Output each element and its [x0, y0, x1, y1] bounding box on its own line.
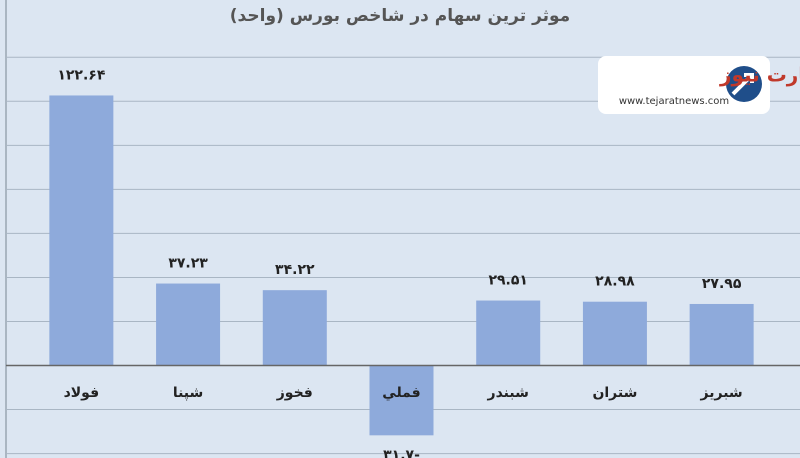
bar — [262, 290, 327, 366]
value-label: ۳۱.۷- — [383, 447, 420, 458]
logo-name: تجارت نیوز — [719, 63, 800, 87]
value-label: ۲۷.۹۵ — [702, 276, 742, 292]
bar — [156, 283, 221, 366]
x-tick-label: شبندر — [487, 385, 529, 401]
bar — [49, 95, 114, 366]
bar — [582, 301, 647, 366]
x-tick-label: شتران — [592, 385, 637, 401]
value-label: ۲۹.۵۱ — [488, 273, 528, 289]
logo: تجارت نیوز www.tejaratnews.com — [598, 56, 800, 114]
bar — [369, 365, 434, 436]
x-tick-label: شبریز — [700, 385, 743, 401]
value-label: ۲۸.۹۸ — [595, 274, 635, 290]
x-tick-label: شپنا — [173, 385, 203, 401]
bar — [689, 303, 754, 366]
value-label: ۳۷.۲۳ — [168, 256, 208, 272]
logo-arrow — [731, 73, 754, 96]
x-tick-label: فملي — [382, 385, 420, 401]
bar — [476, 300, 541, 366]
x-tick-label: فولاد — [64, 385, 100, 401]
x-tick-label: فخوز — [276, 385, 313, 401]
chart-title: موثر ترین سهام در شاخص بورس (واحد) — [230, 6, 570, 26]
logo-url: www.tejaratnews.com — [619, 96, 729, 107]
logo-box — [598, 56, 770, 114]
value-label: ۳۴.۲۲ — [275, 262, 315, 278]
bars: فولاد ۱۲۲.۶۴ شپنا ۳۷.۲۳ فخوز ۳۴.۲۲ فملي ۳۱.۷- شب… — [49, 67, 754, 458]
value-label: ۱۲۲.۶۴ — [57, 67, 105, 83]
